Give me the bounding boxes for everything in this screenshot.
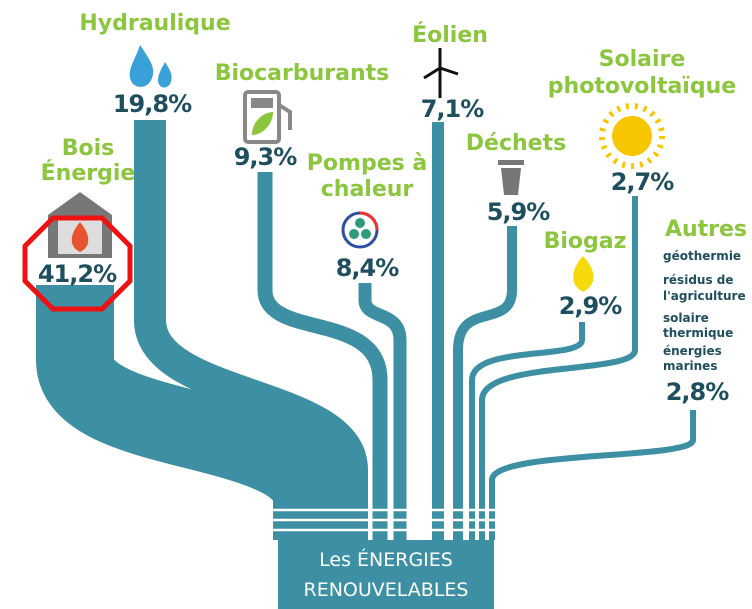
- flow-dechets: [453, 226, 517, 540]
- label: Hydraulique: [79, 11, 230, 36]
- share: 5,9%: [487, 198, 551, 226]
- flow-biogaz: [469, 322, 585, 540]
- share: 2,9%: [559, 292, 623, 320]
- item: énergies: [663, 344, 722, 358]
- icon-bin: [498, 160, 524, 195]
- flow-biocarburants: [257, 172, 388, 540]
- share: 9,3%: [234, 143, 298, 171]
- share: 2,8%: [666, 378, 730, 406]
- stripes: [270, 508, 500, 532]
- label: Déchets: [466, 131, 566, 156]
- label: Éolien: [412, 22, 488, 48]
- center-line: RENOUVELABLES: [304, 579, 469, 601]
- share: 8,4%: [336, 254, 400, 282]
- item: solaire: [663, 311, 709, 325]
- icon-stove: [48, 192, 112, 258]
- icon-fan: [341, 211, 379, 249]
- highlight: [22, 215, 133, 312]
- share: 2,7%: [611, 168, 675, 196]
- share: 7,1%: [421, 95, 485, 123]
- flow-autres: [489, 410, 696, 540]
- share: 41,2%: [38, 260, 117, 288]
- icon-flame: [573, 256, 594, 292]
- icon-pump: [243, 90, 292, 144]
- icon-sun: [599, 103, 665, 169]
- item: l'agriculture: [663, 289, 746, 303]
- flow-hydraulique: [134, 120, 368, 540]
- label: Énergie: [41, 160, 136, 186]
- icon-drops: [129, 45, 172, 88]
- item: marines: [663, 359, 717, 373]
- item: géothermie: [663, 249, 741, 263]
- label: photovoltaïque: [548, 74, 736, 99]
- label: Solaire: [599, 47, 686, 72]
- flows: [36, 120, 696, 540]
- item: résidus de: [663, 273, 734, 287]
- label: chaleur: [321, 177, 414, 202]
- flow-bois: [36, 285, 351, 540]
- label: Autres: [665, 217, 747, 242]
- share: 19,8%: [113, 90, 192, 118]
- item: thermique: [663, 326, 733, 340]
- label: Biocarburants: [215, 61, 390, 86]
- flow-solaire: [479, 196, 638, 540]
- icon-turbine: [423, 48, 459, 98]
- label: Pompes à: [307, 151, 427, 176]
- label: Biogaz: [544, 229, 627, 254]
- center-line: Les ÉNERGIES: [319, 548, 453, 571]
- label: Bois: [62, 136, 115, 161]
- flow-pompes: [358, 283, 407, 540]
- center-box: [278, 540, 494, 609]
